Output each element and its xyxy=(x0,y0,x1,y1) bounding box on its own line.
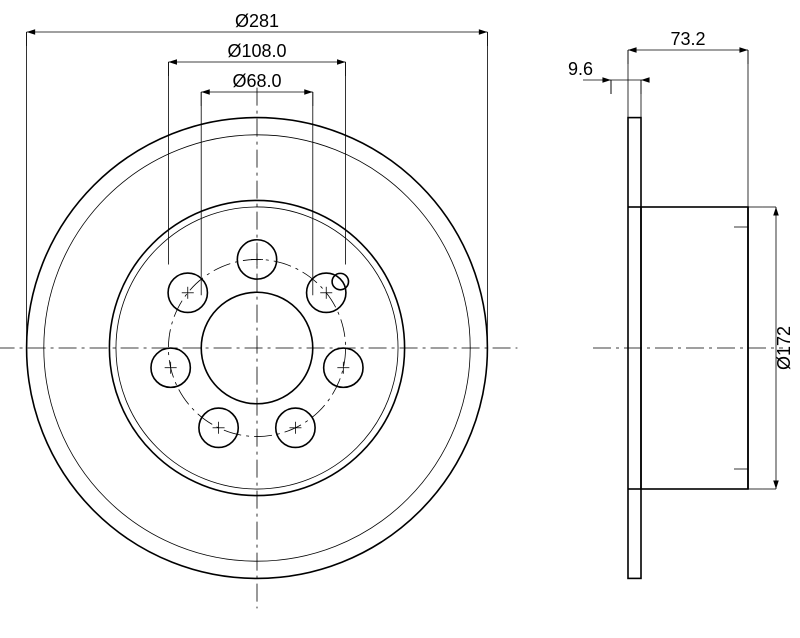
w73: 73.2 xyxy=(670,29,705,49)
technical-drawing: Ø281 Ø108.0 Ø68.0 73.2 9.6 Ø172 xyxy=(0,0,800,638)
t96: 9.6 xyxy=(568,59,593,79)
d172: Ø172 xyxy=(774,326,794,370)
d68: Ø68.0 xyxy=(232,71,281,91)
d281: Ø281 xyxy=(235,11,279,31)
d108: Ø108.0 xyxy=(227,41,286,61)
